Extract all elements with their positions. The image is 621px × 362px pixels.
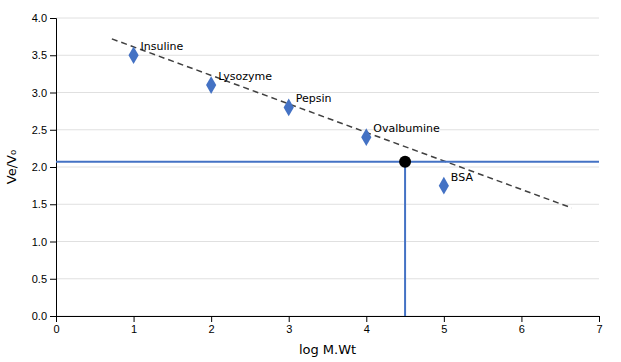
y-tick-label: 0.5	[32, 273, 47, 285]
x-tick: 1	[131, 316, 137, 335]
y-tick: 4.0	[32, 12, 56, 24]
plot: 0 1 2 3 4 5 6 7 0.0 0.5 1.0 1.5 2.0 2.5 3.0 3.5 4.0 Insul…	[32, 12, 603, 335]
scatter-point	[206, 76, 216, 94]
x-tick-label: 2	[209, 323, 215, 335]
y-tick-label: 1.5	[32, 198, 47, 210]
scatter-point	[361, 128, 371, 146]
x-axis-line	[57, 317, 600, 323]
y-tick-label: 2.5	[32, 124, 47, 136]
point-label: Ovalbumine	[373, 122, 440, 135]
y-grid-line	[56, 167, 599, 168]
y-tick: 1.5	[32, 198, 56, 210]
x-tick: 6	[519, 316, 525, 335]
x-tick: 0	[53, 316, 59, 335]
y-tick-mark	[50, 167, 56, 168]
x-tick-mark	[521, 316, 522, 322]
y-axis: 0.0 0.5 1.0 1.5 2.0 2.5 3.0 3.5 4.0	[32, 12, 57, 322]
x-tick-mark	[134, 316, 135, 322]
point-label: Insuline	[141, 40, 184, 53]
x-tick-label: 7	[596, 323, 602, 335]
y-grid-line	[56, 204, 599, 205]
x-tick-mark	[289, 316, 290, 322]
grid	[56, 18, 599, 316]
point-label: BSA	[451, 171, 474, 184]
y-grid-line	[56, 129, 599, 130]
y-tick-label: 0.0	[32, 310, 47, 322]
intersection-point	[399, 156, 411, 168]
point-label: Lysozyme	[218, 70, 272, 83]
x-tick-label: 5	[441, 323, 447, 335]
y-tick: 2.5	[32, 124, 56, 136]
x-tick-label: 0	[53, 323, 59, 335]
y-axis-title: Ve/V₀	[4, 150, 19, 184]
scatter-point	[284, 99, 294, 117]
y-tick-label: 3.5	[32, 49, 47, 61]
y-tick-mark	[50, 93, 56, 94]
y-tick: 3.5	[32, 49, 56, 61]
x-tick-label: 4	[364, 323, 370, 335]
x-tick: 7	[596, 316, 602, 335]
x-tick: 2	[209, 316, 215, 335]
x-tick: 3	[286, 316, 292, 335]
x-axis-title: log M.Wt	[299, 342, 356, 357]
chart: 0 1 2 3 4 5 6 7 0.0 0.5 1.0 1.5 2.0 2.5 3.0 3.5 4.0 Insul…	[0, 0, 621, 362]
y-grid-line	[56, 241, 599, 242]
y-tick-mark	[50, 204, 56, 205]
point-label: Pepsin	[296, 92, 332, 105]
marks	[56, 39, 599, 316]
x-tick: 5	[441, 316, 447, 335]
scatter-point	[128, 46, 138, 64]
x-tick-mark	[599, 316, 600, 322]
trend-line	[112, 39, 572, 208]
y-tick: 2.0	[32, 161, 56, 173]
x-tick-label: 1	[131, 323, 137, 335]
x-tick: 4	[364, 316, 370, 335]
y-tick-label: 1.0	[32, 236, 47, 248]
y-axis-line	[50, 19, 57, 317]
y-tick-mark	[50, 316, 56, 317]
y-tick: 0.0	[32, 310, 56, 322]
y-grid-line	[56, 278, 599, 279]
y-tick-mark	[50, 18, 56, 19]
x-tick-label: 3	[286, 323, 292, 335]
y-tick-mark	[50, 242, 56, 243]
scatter-point	[439, 177, 449, 195]
x-tick-mark	[444, 316, 445, 322]
y-tick-label: 2.0	[32, 161, 47, 173]
y-tick-label: 3.0	[32, 87, 47, 99]
reference-vline	[404, 162, 406, 316]
y-tick: 0.5	[32, 273, 56, 285]
x-tick-mark	[211, 316, 212, 322]
y-tick: 1.0	[32, 236, 56, 248]
x-axis: 0 1 2 3 4 5 6 7	[53, 316, 602, 335]
x-tick-label: 6	[519, 323, 525, 335]
x-tick-mark	[366, 316, 367, 322]
y-grid-line	[56, 18, 599, 19]
y-tick-mark	[50, 279, 56, 280]
reference-hline	[56, 161, 599, 163]
texts: Insuline Lysozyme Pepsin Ovalbumine BSA	[141, 40, 474, 183]
y-tick: 3.0	[32, 87, 56, 99]
y-tick-label: 4.0	[32, 12, 47, 24]
y-tick-mark	[50, 55, 56, 56]
y-tick-mark	[50, 130, 56, 131]
